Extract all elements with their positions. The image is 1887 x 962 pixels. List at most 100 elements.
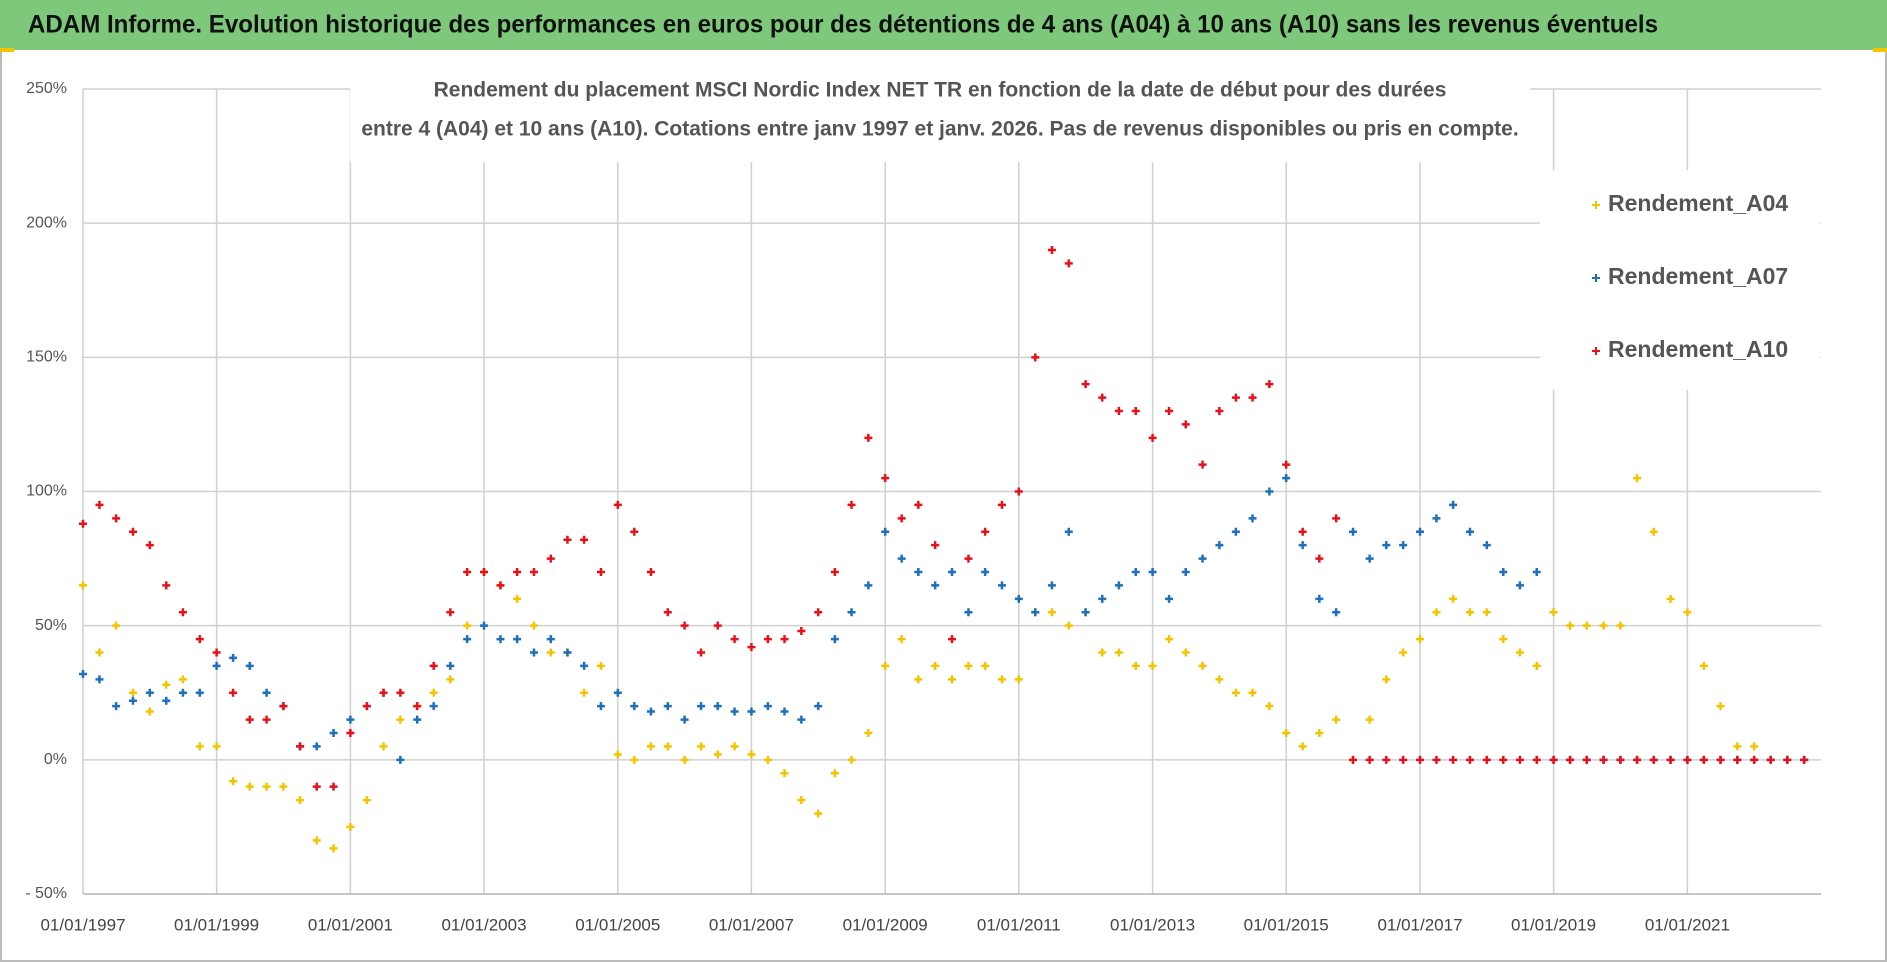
point [128, 688, 137, 697]
point [463, 621, 472, 630]
point [463, 635, 472, 644]
point [1349, 755, 1358, 764]
x-tick-label: 01/01/2015 [1244, 915, 1329, 934]
point [981, 568, 990, 576]
point [529, 568, 538, 576]
point [1616, 755, 1625, 764]
point [1298, 527, 1307, 536]
point [229, 653, 238, 662]
point [1064, 527, 1073, 536]
point [981, 661, 990, 670]
point [480, 621, 489, 630]
point [1666, 594, 1675, 603]
point [948, 568, 956, 576]
point [697, 742, 706, 751]
point [1064, 259, 1073, 268]
point [763, 702, 772, 711]
point [646, 568, 655, 576]
point [763, 755, 772, 764]
point [95, 500, 104, 509]
point [1282, 460, 1291, 469]
point [630, 755, 639, 764]
point [1148, 568, 1157, 576]
x-tick-label: 01/01/2009 [843, 915, 928, 934]
header-title: ADAM Informe. Evolution historique des p… [28, 11, 1658, 39]
point [931, 661, 940, 670]
point [680, 715, 689, 724]
point [1515, 648, 1524, 657]
point [914, 675, 923, 684]
point [981, 527, 990, 536]
y-tick-label: 200% [26, 214, 67, 231]
point [496, 635, 505, 644]
point [329, 729, 338, 737]
point [480, 568, 489, 576]
header-band [0, 0, 1887, 50]
point [229, 777, 238, 786]
point [329, 844, 338, 853]
point [1800, 755, 1809, 764]
point [697, 702, 706, 711]
point [463, 568, 472, 576]
point [396, 715, 405, 724]
x-tick-label: 01/01/2003 [441, 915, 526, 934]
point [1131, 407, 1140, 415]
point [780, 635, 789, 644]
y-tick-label: 100% [26, 483, 67, 500]
point [730, 635, 739, 644]
point [296, 796, 305, 805]
point [713, 702, 722, 711]
point [1633, 474, 1642, 483]
legend-marker [1592, 347, 1600, 355]
point [1332, 715, 1341, 724]
point [646, 707, 655, 716]
point [429, 661, 438, 670]
point [1165, 407, 1174, 415]
point [1465, 608, 1474, 617]
point [446, 675, 455, 684]
point [1265, 380, 1274, 389]
point [1382, 755, 1391, 764]
point [1666, 755, 1675, 764]
point [1131, 568, 1140, 576]
point [312, 742, 321, 751]
point [1114, 648, 1123, 657]
point [830, 568, 839, 576]
point [1047, 581, 1056, 590]
point [613, 500, 622, 509]
point [1031, 608, 1040, 617]
point [797, 715, 806, 724]
point [797, 796, 806, 805]
point [881, 474, 890, 483]
point [1332, 608, 1341, 617]
point [881, 661, 890, 670]
point [580, 535, 589, 544]
point [1215, 541, 1224, 550]
point [1733, 755, 1742, 764]
point [1298, 742, 1307, 751]
point [1582, 755, 1591, 764]
point [730, 742, 739, 751]
point [1315, 554, 1324, 563]
point [1566, 755, 1575, 764]
point [763, 635, 772, 644]
point [1231, 527, 1240, 536]
point [1415, 755, 1424, 764]
point [379, 688, 388, 697]
point [1633, 755, 1642, 764]
legend-label: Rendement_A10 [1608, 336, 1788, 362]
x-tick-label: 01/01/2005 [575, 915, 660, 934]
point [178, 608, 187, 617]
point [1515, 581, 1524, 590]
point [630, 702, 639, 711]
x-tick-label: 01/01/2011 [977, 915, 1061, 934]
point [1532, 661, 1541, 670]
point [513, 635, 522, 644]
point [1098, 393, 1107, 402]
point [1432, 514, 1441, 523]
point [964, 554, 973, 563]
point [1499, 568, 1508, 576]
point [1014, 487, 1023, 496]
point [1766, 755, 1775, 764]
